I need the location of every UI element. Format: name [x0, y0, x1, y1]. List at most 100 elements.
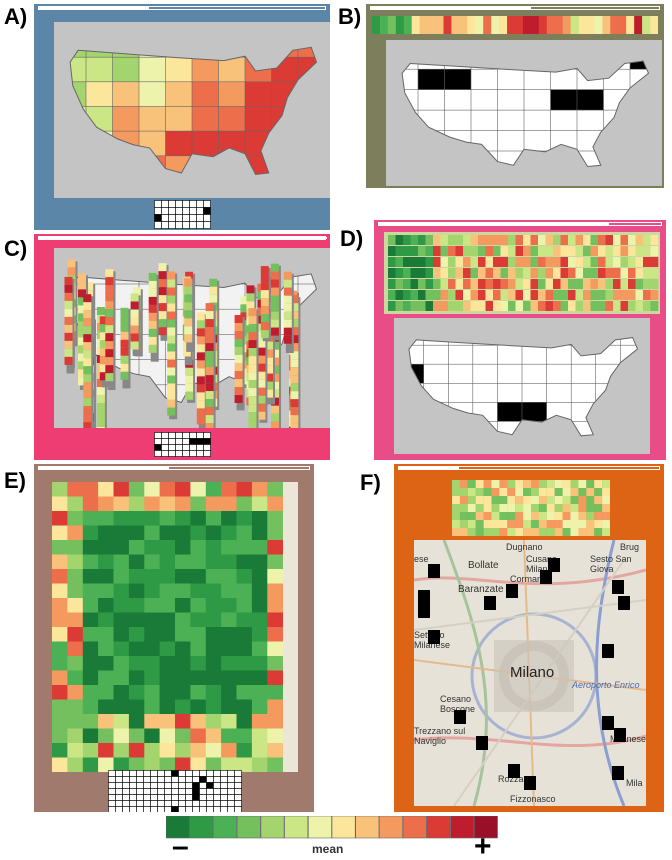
strip-cell: [433, 301, 441, 311]
heat-cell: [128, 641, 145, 657]
strip-cell: [372, 16, 381, 34]
column-segment: [120, 331, 129, 340]
heat-cell: [267, 699, 283, 715]
grid-cell: [122, 794, 130, 801]
state-cell: [165, 106, 193, 132]
column-segment: [205, 375, 214, 384]
heat-cell: [159, 569, 176, 584]
heat-cell: [175, 670, 191, 686]
heat-cell: [144, 670, 160, 686]
column-segment: [83, 390, 92, 399]
panel-a-selection-grid[interactable]: [154, 200, 212, 230]
heat-cell: [236, 641, 253, 657]
strip-cell: [602, 528, 610, 536]
state-cell: [523, 150, 552, 167]
column-segment: [184, 334, 193, 343]
strip-cell: [586, 528, 595, 536]
panel-c-selection-grid[interactable]: [154, 432, 212, 458]
heat-cell: [205, 540, 222, 555]
strip-cell: [650, 290, 659, 300]
state-cell: [620, 344, 638, 366]
column-segment: [257, 403, 266, 412]
column-segment: [182, 348, 191, 357]
panel-b: [366, 4, 664, 188]
column-segment: [205, 383, 214, 392]
strip-cell: [635, 290, 644, 300]
column-segment: [148, 320, 157, 329]
strip-cell: [499, 488, 508, 496]
strip-cell: [570, 496, 579, 504]
column-segment: [234, 363, 243, 371]
column-segment: [130, 317, 139, 326]
heat-cell: [236, 670, 253, 686]
strip-cell: [433, 235, 441, 245]
heat-cell: [52, 554, 68, 570]
column-segment: [158, 303, 167, 312]
heat-cell: [128, 757, 145, 772]
heat-cell: [144, 482, 160, 497]
grid-cell: [189, 444, 197, 451]
strip-cell: [483, 504, 492, 512]
grid-cell: [192, 776, 200, 783]
strip-cell: [388, 279, 396, 289]
strip-cell: [605, 257, 614, 267]
column-segment: [78, 289, 86, 298]
strip-cell: [602, 496, 610, 504]
state-cell: [521, 363, 548, 385]
heat-cell: [82, 511, 99, 526]
panel-f-selected-cells[interactable]: [414, 540, 646, 806]
grid-cell: [150, 788, 158, 795]
strip-cell: [515, 488, 524, 496]
strip-cell: [635, 257, 644, 267]
heat-cell: [144, 612, 160, 628]
selected-cell: [614, 728, 626, 742]
strip-cell: [598, 268, 606, 278]
strip-cell: [626, 16, 635, 34]
grid-cell: [189, 207, 197, 215]
panel-f-map-roads: [414, 540, 646, 806]
heat-cell: [251, 496, 268, 512]
grid-cell: [122, 776, 130, 783]
strip-cell: [598, 235, 606, 245]
strip-cell: [530, 16, 540, 34]
column-segment: [99, 332, 108, 341]
state-cell: [472, 363, 499, 385]
heat-cell: [67, 598, 84, 613]
heat-cell: [236, 540, 253, 555]
heat-cell: [98, 612, 114, 628]
grid-cell: [143, 788, 151, 795]
heat-cell: [159, 554, 176, 570]
grid-cell: [185, 794, 193, 801]
grid-cell: [203, 200, 211, 208]
heat-cell: [205, 743, 222, 758]
state-cell: [444, 68, 472, 91]
heat-cell: [113, 627, 130, 642]
strip-cell: [515, 504, 524, 512]
strip-cell: [594, 496, 603, 504]
heat-cell: [67, 656, 84, 671]
state-cell: [497, 130, 525, 152]
grid-cell: [199, 800, 207, 807]
heat-cell: [251, 569, 268, 584]
strip-cell: [523, 504, 532, 512]
state-cell: [402, 61, 419, 70]
heat-cell: [175, 511, 191, 526]
heat-cell: [159, 670, 176, 686]
heat-cell: [98, 496, 114, 512]
heat-cell: [52, 511, 68, 526]
heat-cell: [82, 554, 99, 570]
strip-cell: [594, 528, 603, 536]
column-segment: [196, 392, 205, 401]
state-cell: [165, 130, 193, 157]
heat-cell: [236, 699, 253, 715]
heat-cell: [113, 496, 130, 512]
map-label-rozzano: Rozzano: [498, 774, 534, 784]
grid-cell: [157, 788, 165, 795]
strip-cell: [575, 235, 584, 245]
grid-cell: [192, 770, 200, 777]
grid-cell: [227, 770, 235, 777]
column-segment: [158, 311, 167, 320]
heat-cell: [128, 598, 145, 613]
panel-e-selection-grid[interactable]: [108, 770, 242, 812]
state-cell: [470, 150, 499, 167]
